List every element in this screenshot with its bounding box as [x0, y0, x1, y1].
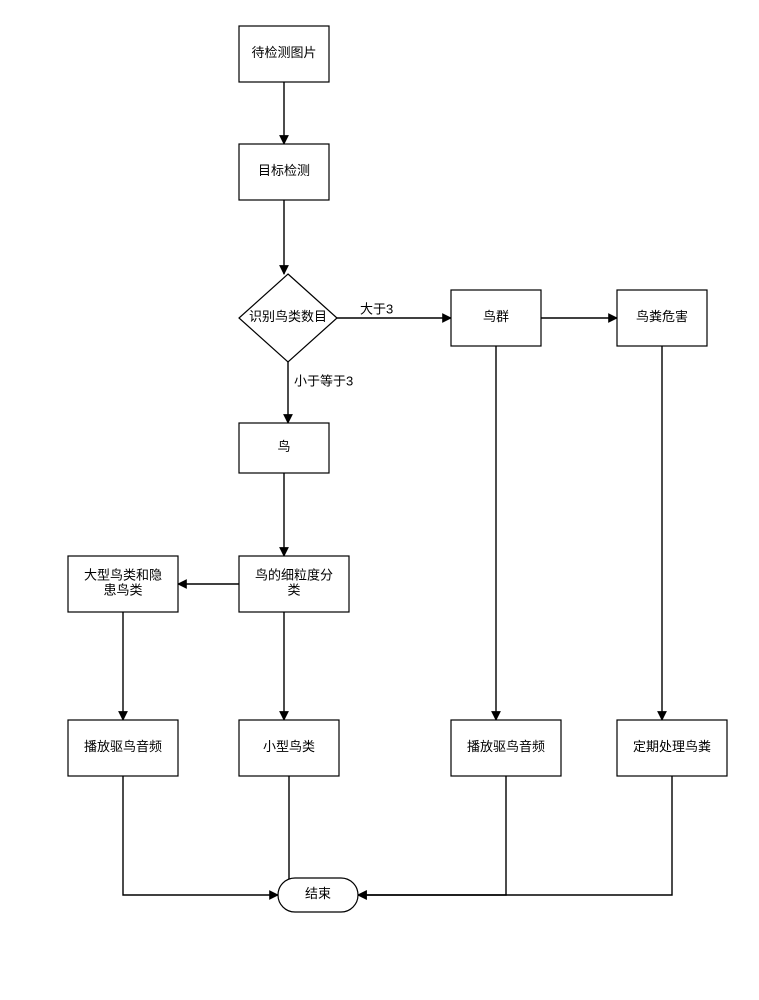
node-label-n12: 定期处理鸟粪 [633, 739, 711, 754]
edge-n10-n13 [278, 776, 289, 895]
edge-n12-n13 [358, 776, 672, 895]
node-n5: 鸟粪危害 [617, 290, 707, 346]
edge-n9-n13 [123, 776, 278, 895]
node-label-n4: 鸟群 [483, 309, 509, 324]
node-n3: 识别鸟类数目 [239, 274, 337, 362]
node-n13: 结束 [278, 878, 358, 912]
node-n12: 定期处理鸟粪 [617, 720, 727, 776]
node-label-n2: 目标检测 [258, 163, 310, 178]
edge-label-n3-n4: 大于3 [360, 301, 393, 316]
node-label-n9: 播放驱鸟音频 [84, 739, 162, 754]
node-n10: 小型鸟类 [239, 720, 339, 776]
node-n8: 大型鸟类和隐患鸟类 [68, 556, 178, 612]
node-n11: 播放驱鸟音频 [451, 720, 561, 776]
node-n2: 目标检测 [239, 144, 329, 200]
edge-label-n3-n6: 小于等于3 [294, 373, 353, 388]
node-n7: 鸟的细粒度分类 [239, 556, 349, 612]
node-label-n10: 小型鸟类 [263, 739, 315, 754]
node-label-n5: 鸟粪危害 [636, 309, 688, 324]
edge-n11-n13 [358, 776, 506, 895]
node-label-n13: 结束 [305, 886, 331, 901]
node-label-n11: 播放驱鸟音频 [467, 739, 545, 754]
node-label-n6: 鸟 [277, 439, 290, 454]
node-n4: 鸟群 [451, 290, 541, 346]
node-label-n1: 待检测图片 [251, 45, 316, 60]
node-label-n3: 识别鸟类数目 [249, 309, 327, 324]
node-n6: 鸟 [239, 423, 329, 473]
node-n1: 待检测图片 [239, 26, 329, 82]
node-n9: 播放驱鸟音频 [68, 720, 178, 776]
